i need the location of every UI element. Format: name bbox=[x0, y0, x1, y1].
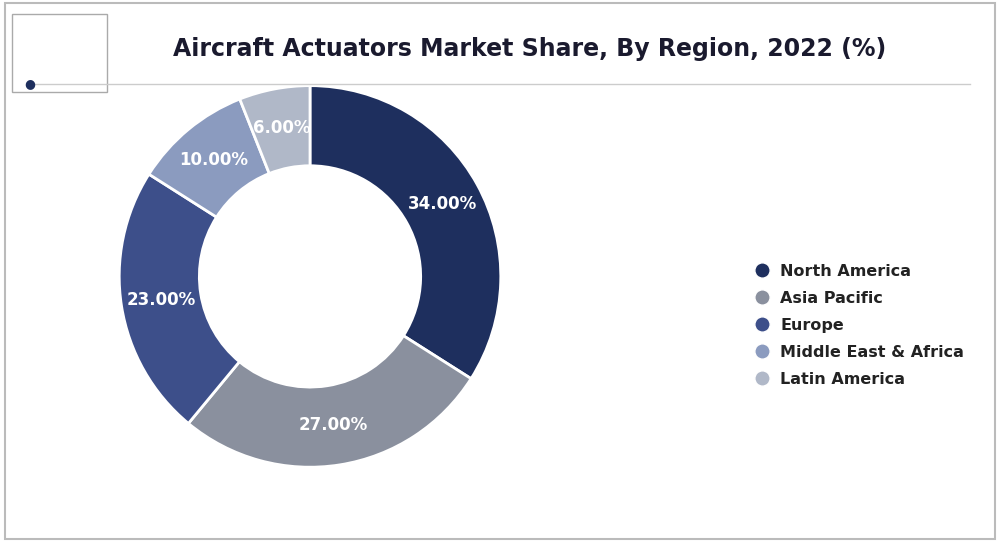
Text: PRECEDENCE: PRECEDENCE bbox=[30, 39, 89, 48]
Text: RESEARCH: RESEARCH bbox=[36, 60, 83, 69]
Legend: North America, Asia Pacific, Europe, Middle East & Africa, Latin America: North America, Asia Pacific, Europe, Mid… bbox=[750, 256, 972, 395]
Wedge shape bbox=[240, 86, 310, 173]
Wedge shape bbox=[119, 174, 239, 423]
Wedge shape bbox=[310, 86, 501, 379]
Text: ●: ● bbox=[25, 78, 35, 91]
Text: 23.00%: 23.00% bbox=[127, 291, 196, 309]
Wedge shape bbox=[149, 99, 269, 217]
Text: 6.00%: 6.00% bbox=[253, 119, 311, 137]
Text: 34.00%: 34.00% bbox=[407, 195, 477, 213]
Text: Aircraft Actuators Market Share, By Region, 2022 (%): Aircraft Actuators Market Share, By Regi… bbox=[173, 37, 887, 61]
Wedge shape bbox=[188, 335, 471, 467]
Text: 27.00%: 27.00% bbox=[299, 416, 368, 434]
Text: 10.00%: 10.00% bbox=[179, 151, 248, 169]
